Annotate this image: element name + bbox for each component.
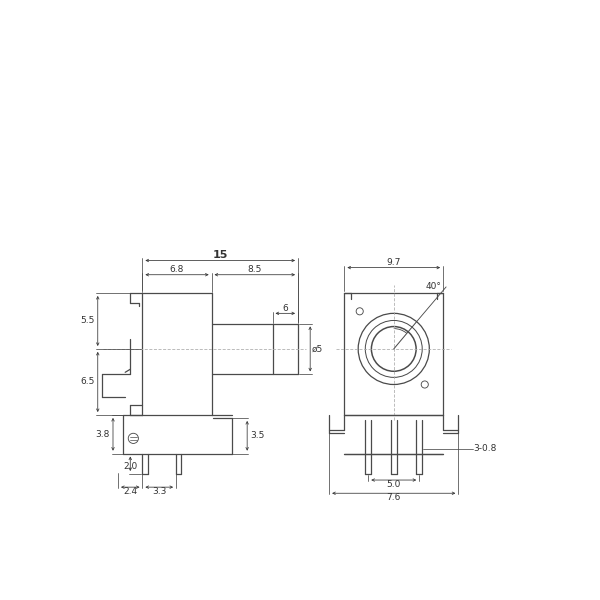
Text: 2.4: 2.4 [123,487,137,496]
Text: 8.5: 8.5 [248,265,262,274]
Text: 3.8: 3.8 [95,430,110,439]
Text: 3.3: 3.3 [152,487,166,496]
Text: 15: 15 [212,250,228,260]
Text: 2.0: 2.0 [123,461,137,470]
Text: 5.0: 5.0 [386,480,401,489]
Text: 6.5: 6.5 [80,377,95,386]
Text: 3-0.8: 3-0.8 [473,444,497,453]
Text: 40°: 40° [425,283,441,292]
Text: 6.8: 6.8 [170,265,184,274]
Text: 5.5: 5.5 [80,316,95,325]
Text: 6: 6 [283,304,288,313]
Text: 7.6: 7.6 [386,493,401,502]
Text: 9.7: 9.7 [386,258,401,267]
Text: 3.5: 3.5 [250,431,265,440]
Text: ø5: ø5 [311,344,323,353]
